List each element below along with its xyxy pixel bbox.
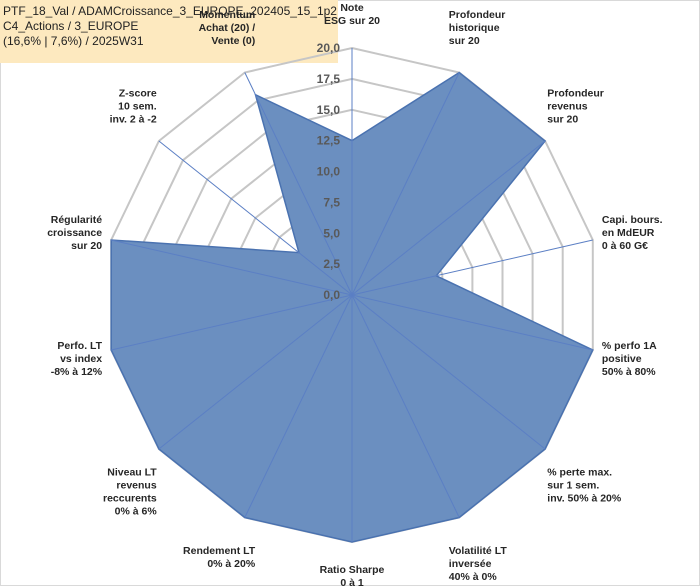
axis-spoke xyxy=(111,239,353,296)
axis-label-line: inv. 2 à -2 xyxy=(110,114,157,126)
axis-label-line: Perfo. LT xyxy=(57,340,102,352)
axis-label-line: historique xyxy=(449,22,500,34)
axis-label-line: Niveau LT xyxy=(107,466,157,478)
axis-spoke xyxy=(351,294,593,351)
axis-spoke xyxy=(244,72,353,296)
axis-label-line: Note xyxy=(340,2,363,14)
tick-label: 20,0 xyxy=(317,41,341,55)
tick-label: 17,5 xyxy=(317,72,341,86)
axis-label-line: 10 sem. xyxy=(118,101,157,113)
axis-spoke xyxy=(351,72,460,296)
axis-label-line: en MdEUR xyxy=(602,227,655,239)
axis-label: % perte max.sur 1 sem.inv. 50% à 20% xyxy=(547,466,622,504)
axis-label-line: revenus xyxy=(116,479,156,491)
tick-label: 5,0 xyxy=(323,226,340,240)
axis-label-line: % perte max. xyxy=(547,466,612,478)
axis-spoke xyxy=(351,294,546,450)
axis-label-line: Achat (20) / xyxy=(199,22,256,34)
tick-label: 7,5 xyxy=(323,195,340,209)
axis-label-line: revenus xyxy=(547,101,587,113)
axis-label-line: 0% à 6% xyxy=(115,505,158,517)
axis-label-line: sur 20 xyxy=(71,240,102,252)
axis-label-line: -8% à 12% xyxy=(51,366,103,378)
tick-label: 10,0 xyxy=(317,165,341,179)
axis-label-line: positive xyxy=(602,353,642,365)
radar-series xyxy=(110,48,594,543)
axis-spoke xyxy=(111,294,353,351)
axis-label-line: Régularité xyxy=(51,214,103,226)
title-line-1: PTF_18_Val / ADAMCroissance_3_EUROPE_202… xyxy=(3,4,337,18)
axis-label-line: Volatilité LT xyxy=(449,545,508,557)
axis-label-line: Profondeur xyxy=(449,9,506,21)
axis-label-line: sur 1 sem. xyxy=(547,479,599,491)
axis-label: Rendement LT0% à 20% xyxy=(183,545,256,570)
axis-label-line: Profondeur xyxy=(547,88,604,100)
axis-label-line: croissance xyxy=(47,227,102,239)
radial-tick-labels: 0,0 2,5 5,0 7,5 10,0 12,5 15,0 17,5 20,0 xyxy=(317,41,341,302)
tick-label: 15,0 xyxy=(317,103,341,117)
axis-label-line: Momentum xyxy=(199,9,255,21)
tick-label: 2,5 xyxy=(323,257,340,271)
axis-label-line: reccurents xyxy=(103,492,157,504)
tick-label: 0,0 xyxy=(323,288,340,302)
axis-label-line: sur 20 xyxy=(449,35,480,47)
axis-label-line: Ratio Sharpe xyxy=(320,564,385,576)
axis-label-line: ESG sur 20 xyxy=(324,15,380,27)
axis-label-line: sur 20 xyxy=(547,114,578,126)
axis-spoke xyxy=(351,294,460,518)
axis-label-line: 40% à 0% xyxy=(449,571,498,583)
axis-spoke xyxy=(158,140,353,296)
axis-spoke xyxy=(158,294,353,450)
axis-spoke xyxy=(244,294,353,518)
axis-label-line: Z-score xyxy=(119,88,157,100)
axis-label-line: 50% à 80% xyxy=(602,366,656,378)
title-line-2: C4_Actions / 3_EUROPE xyxy=(3,19,139,33)
axis-spoke xyxy=(351,140,546,296)
axis-label-line: % perfo 1A xyxy=(602,340,657,352)
axis-label-line: 0 à 60 G€ xyxy=(602,240,648,252)
axis-spoke xyxy=(351,239,593,296)
title-line-3: (16,6% | 7,6%) / 2025W31 xyxy=(3,34,144,48)
axis-label-line: 0% à 20% xyxy=(207,558,256,570)
chart-title-box: PTF_18_Val / ADAMCroissance_3_EUROPE_202… xyxy=(0,0,338,63)
axis-label-line: 0 à 1 xyxy=(340,577,364,586)
tick-label: 12,5 xyxy=(317,134,341,148)
axis-label-line: Vente (0) xyxy=(211,35,255,47)
axis-label-line: inversée xyxy=(449,558,492,570)
axis-label-line: Rendement LT xyxy=(183,545,256,557)
axis-label-line: vs index xyxy=(60,353,102,365)
axis-label-line: Capi. bours. xyxy=(602,214,663,226)
axis-label-line: inv. 50% à 20% xyxy=(547,492,622,504)
